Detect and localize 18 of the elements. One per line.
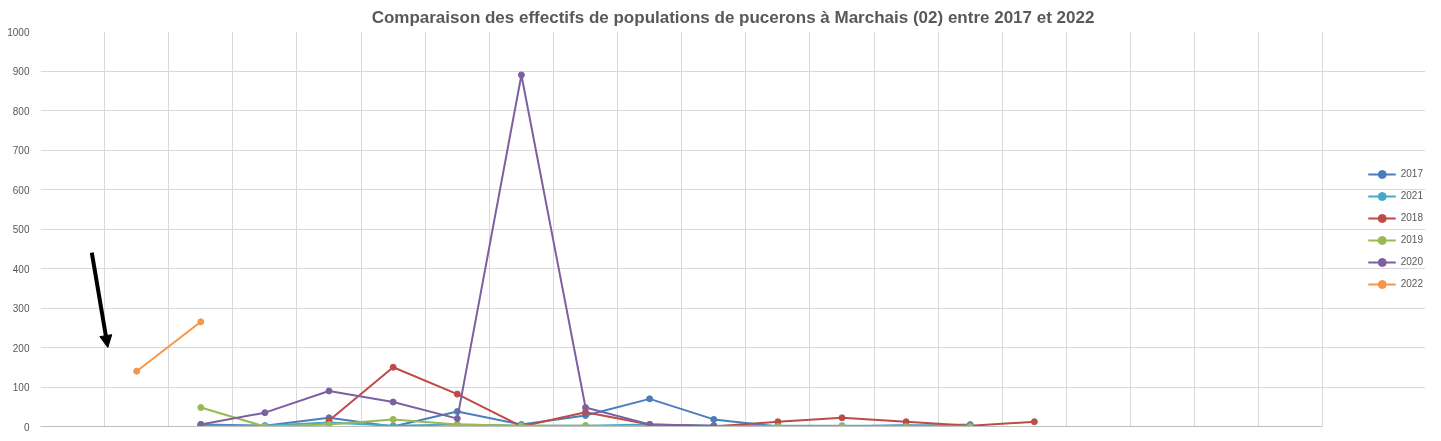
y-tick-label: 900 bbox=[12, 66, 30, 77]
legend-label: 2021 bbox=[1400, 190, 1423, 201]
y-tick-label: 700 bbox=[12, 145, 30, 156]
legend-label: 2022 bbox=[1400, 278, 1423, 289]
y-tick-label: 300 bbox=[12, 303, 30, 314]
y-tick-label: 500 bbox=[12, 224, 30, 235]
legend-label: 2017 bbox=[1400, 168, 1423, 179]
y-tick-label: 200 bbox=[12, 342, 30, 354]
y-tick-label: 100 bbox=[12, 382, 30, 393]
y-tick-label: 1000 bbox=[7, 26, 30, 38]
legend-label: 2020 bbox=[1400, 256, 1423, 267]
y-tick-label: 400 bbox=[12, 263, 30, 275]
y-tick-label: 800 bbox=[12, 105, 30, 117]
chart-title: Comparaison des effectifs de populations de pucerons à Marchais (02) entre 2017 et 2022 bbox=[371, 7, 1095, 27]
y-tick-label: 0 bbox=[23, 421, 30, 433]
y-tick-label: 600 bbox=[12, 184, 30, 196]
legend-label: 2018 bbox=[1400, 212, 1423, 223]
legend-label: 2019 bbox=[1400, 234, 1423, 245]
